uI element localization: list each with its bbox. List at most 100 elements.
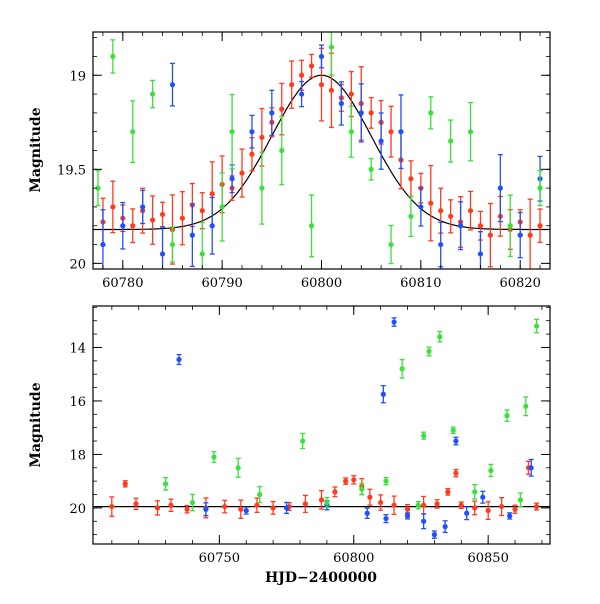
x-tick-label: 60750 <box>199 551 240 566</box>
data-point <box>279 115 285 186</box>
data-point <box>488 463 494 478</box>
data-point <box>467 190 474 231</box>
y-tick-label: 20 <box>69 257 86 272</box>
bottom-panel-frame <box>92 305 551 545</box>
data-point <box>130 100 136 164</box>
data-point <box>472 500 478 516</box>
data-point <box>324 497 330 509</box>
data-point <box>507 194 513 258</box>
data-point <box>537 170 543 207</box>
y-tick-label: 16 <box>69 395 86 410</box>
data-point <box>368 96 374 129</box>
data-point <box>348 105 354 158</box>
data-point <box>428 96 434 130</box>
data-point <box>184 504 190 514</box>
data-point <box>472 484 478 500</box>
series-1 <box>176 317 534 539</box>
data-point <box>448 199 454 234</box>
data-point <box>318 44 325 69</box>
data-point <box>437 330 443 343</box>
data-point <box>421 513 427 530</box>
top-plot-area <box>93 32 550 269</box>
data-point <box>457 201 464 251</box>
x-tick-label: 60800 <box>333 551 374 566</box>
data-point <box>109 496 115 517</box>
data-point <box>434 499 440 509</box>
data-point <box>300 432 306 450</box>
data-point <box>239 148 245 198</box>
data-point <box>383 476 389 486</box>
data-point <box>399 359 405 379</box>
data-point <box>270 500 276 515</box>
data-point <box>368 157 374 181</box>
data-point <box>408 195 414 237</box>
data-point <box>512 504 518 514</box>
data-point <box>453 436 459 446</box>
data-point <box>453 468 459 478</box>
data-point <box>259 151 265 225</box>
bottom-xlabel: HJD−2400000 <box>265 570 377 586</box>
data-point <box>388 105 394 158</box>
x-tick-label: 60780 <box>102 276 143 291</box>
data-point <box>378 112 384 170</box>
data-point <box>415 500 421 510</box>
data-point <box>209 196 215 255</box>
data-point <box>130 208 136 244</box>
data-point <box>203 502 209 517</box>
data-point <box>497 153 503 223</box>
series-2 <box>95 32 543 269</box>
data-point <box>517 211 523 259</box>
data-point <box>159 226 166 269</box>
top-panel: 60780 60790 60800 60810 60820 19 19.5 20 Magnit… <box>28 31 551 291</box>
data-point <box>235 457 241 478</box>
data-point <box>421 431 427 440</box>
data-point <box>527 198 533 269</box>
data-point <box>445 487 451 496</box>
data-point <box>150 79 156 109</box>
y-tick-label: 14 <box>69 341 86 356</box>
data-point <box>238 499 244 519</box>
data-point <box>189 203 195 268</box>
data-point <box>154 500 161 516</box>
x-tick-label: 60850 <box>467 551 508 566</box>
y-tick-label: 19 <box>69 69 86 84</box>
data-point <box>398 94 404 170</box>
data-point <box>299 80 305 108</box>
data-point <box>120 201 126 250</box>
data-point <box>222 499 228 514</box>
data-point <box>467 101 474 162</box>
data-point <box>269 89 275 137</box>
data-point <box>351 475 357 485</box>
y-tick-label: 20 <box>69 502 86 517</box>
data-point <box>318 489 325 510</box>
data-point <box>168 498 174 512</box>
data-point <box>507 512 513 520</box>
data-point <box>110 180 116 234</box>
x-tick-label: 60810 <box>400 276 441 291</box>
data-point <box>391 317 397 327</box>
data-point <box>332 486 338 498</box>
data-point <box>169 226 176 263</box>
data-point <box>289 60 295 109</box>
data-point <box>169 62 176 107</box>
bottom-axes: 60750 60800 60850 14 16 18 20 <box>69 306 550 566</box>
y-tick-label: 18 <box>69 448 86 463</box>
data-point <box>418 187 424 227</box>
x-tick-label: 60800 <box>301 276 342 291</box>
data-point <box>243 506 249 515</box>
series-2 <box>162 318 540 512</box>
data-point <box>95 170 101 207</box>
data-point <box>328 32 335 76</box>
bottom-ylabel: Magnitude <box>28 382 44 467</box>
data-point <box>378 494 384 511</box>
data-point <box>229 164 235 194</box>
data-point <box>308 194 315 258</box>
data-point <box>450 426 456 435</box>
data-point <box>537 208 543 244</box>
data-point <box>533 502 540 511</box>
bottom-plot-area <box>93 317 550 539</box>
data-point <box>367 488 373 506</box>
data-point <box>448 119 454 163</box>
data-point <box>485 501 491 521</box>
